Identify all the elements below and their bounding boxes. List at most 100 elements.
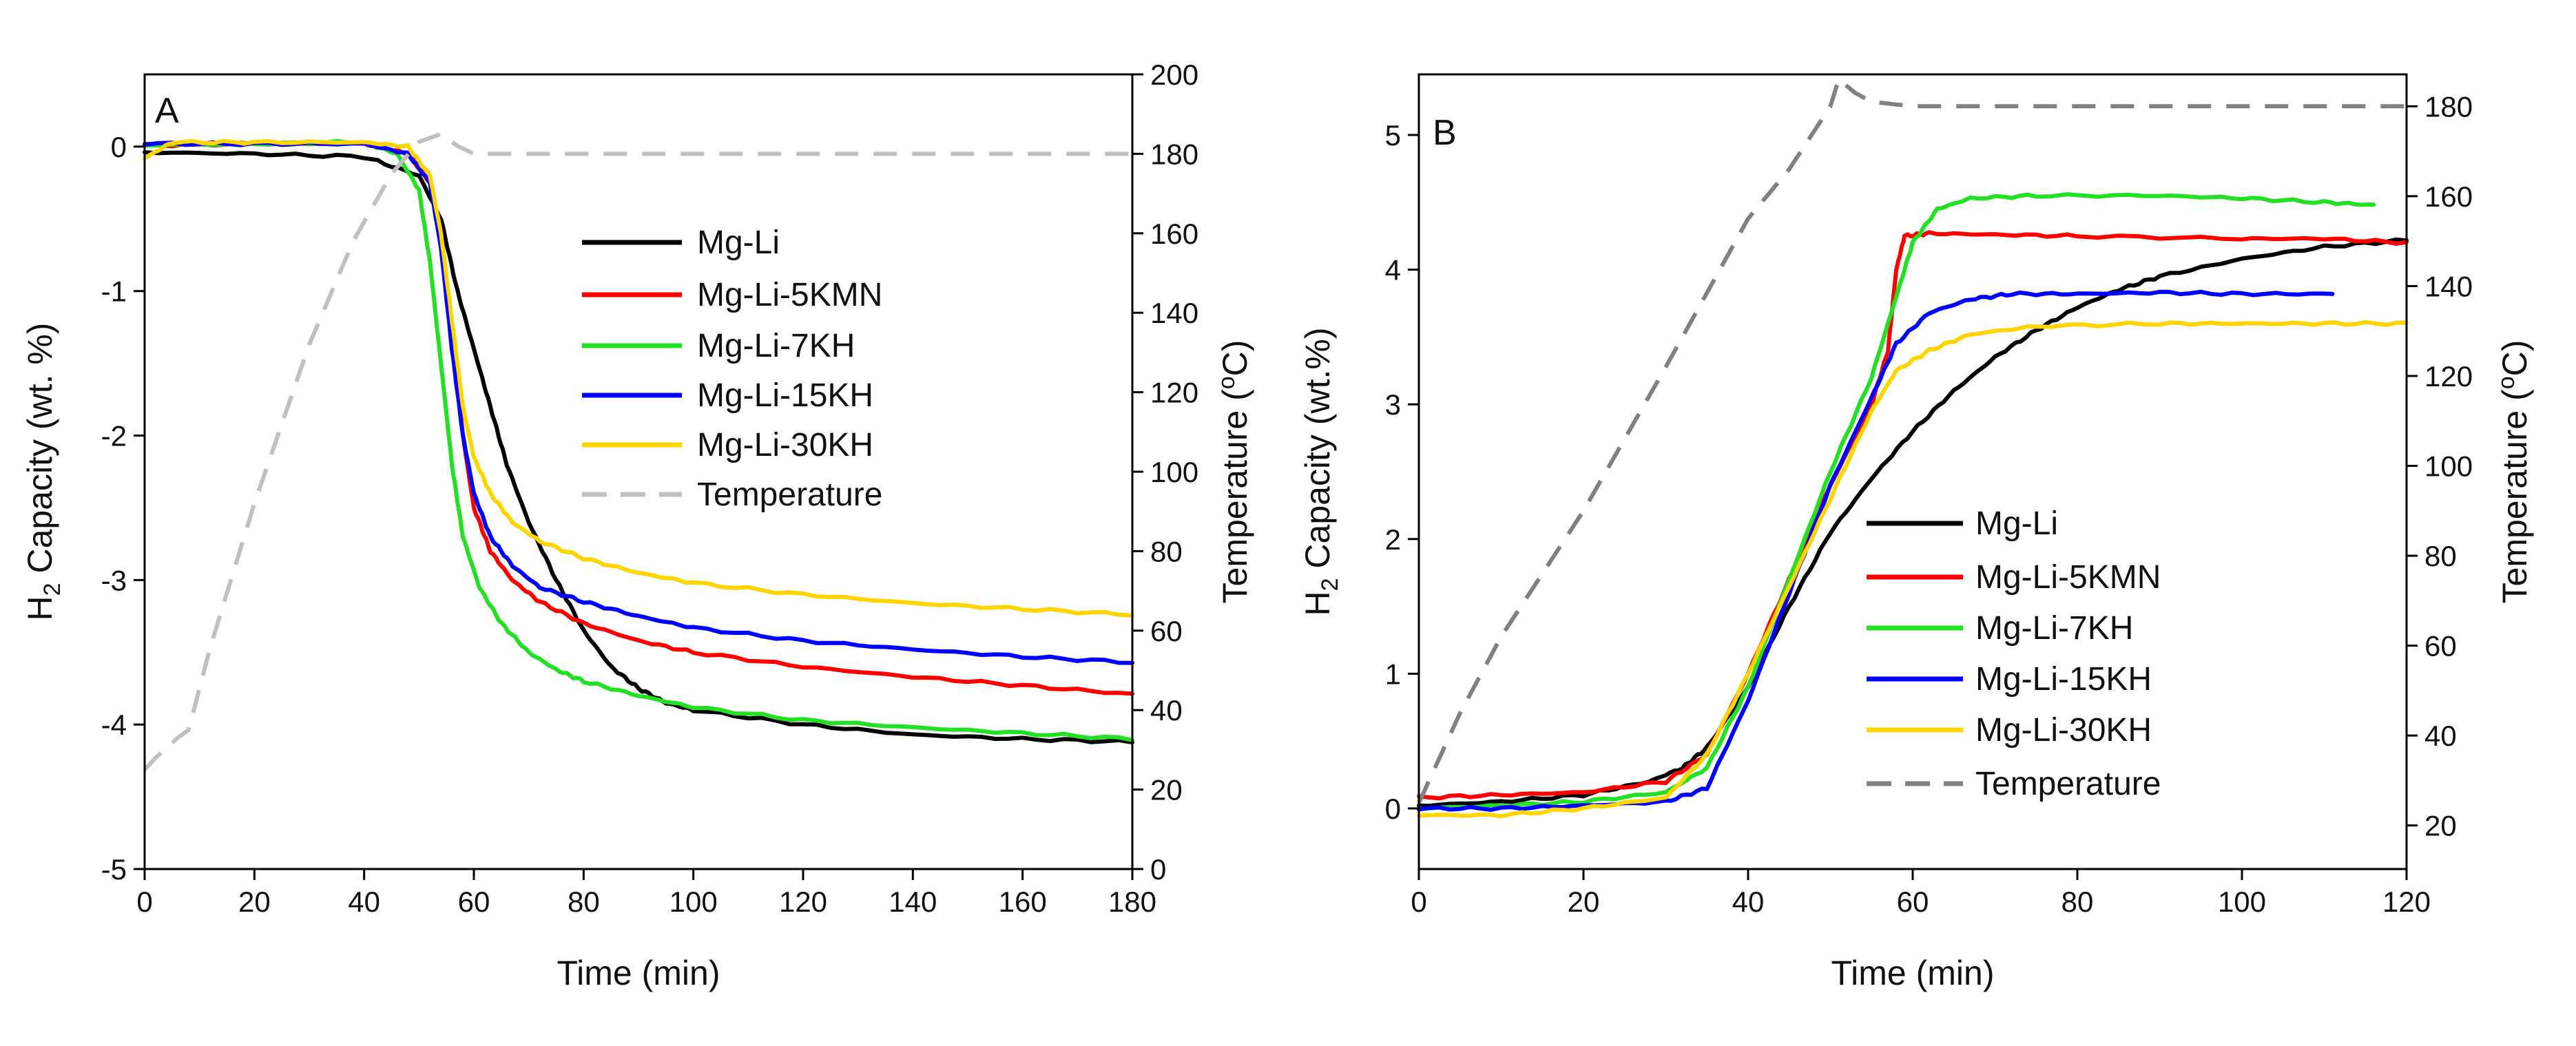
panel-b-ticks-group: 0 20 40 60 80 100 120 0 1 2 3 4 5 20 40 60 80 100 120 140 16… — [1385, 90, 2473, 918]
x-tick-label: 140 — [889, 886, 937, 918]
y2-tick-label: 120 — [2424, 360, 2473, 393]
legend-label: Mg-Li — [1975, 505, 2058, 542]
legend-entry-mg-li-5kmn: Mg-Li-5KMN — [1867, 559, 2161, 596]
y2-tick-label: 180 — [2424, 90, 2473, 123]
x-tick-label: 80 — [2061, 886, 2094, 918]
panel-a-x-title: Time (min) — [557, 954, 720, 992]
x-tick-label: 20 — [1568, 886, 1600, 918]
y-tick-label: 2 — [1385, 523, 1401, 556]
series-line-mg-li — [143, 150, 1134, 744]
y2-tick-label: 20 — [1150, 774, 1183, 806]
y2-tick-label: 60 — [2424, 630, 2457, 662]
series-line-mg-li-7kh — [143, 138, 1134, 742]
panel-a-letter: A — [155, 91, 179, 131]
x-tick-label: 180 — [1108, 886, 1156, 918]
y-tick-label: 5 — [1385, 119, 1401, 151]
legend-label: Mg-Li-15KH — [697, 377, 873, 414]
legend-label: Temperature — [697, 477, 882, 513]
x-tick-label: 80 — [568, 886, 600, 918]
series-line-mg-li-5kmn — [1417, 230, 2409, 801]
x-tick-label: 60 — [1897, 886, 1929, 918]
series-line-mg-li — [1417, 237, 2409, 808]
panel-b-legend: Mg-Li Mg-Li-5KMN Mg-Li-7KH Mg-Li-15KH Mg… — [1867, 505, 2161, 802]
panel-b-chart: B 0 20 40 60 80 100 120 0 1 2 3 4 5 20 40 60 80 100 120 140… — [1298, 73, 2534, 992]
y2-tick-label: 180 — [1150, 138, 1198, 170]
y-tick-label: -3 — [101, 564, 127, 596]
legend-entry-mg-li-30kh: Mg-Li-30KH — [1867, 712, 2152, 749]
legend-entry-mg-li-5kmn: Mg-Li-5KMN — [582, 277, 882, 313]
y2-tick-label: 20 — [2424, 810, 2457, 842]
panel-a-y-title: H2 Capacity (wt. %) — [21, 323, 65, 621]
series-line-mg-li-30kh — [1417, 320, 2409, 819]
panel-b-y-title: H2 Capacity (wt.%) — [1298, 328, 1343, 616]
panel-a-y2-title: Temperature (oC) — [1214, 340, 1254, 604]
y2-tick-label: 40 — [2424, 720, 2457, 752]
legend-label: Mg-Li-30KH — [697, 427, 873, 463]
y2-tick-label: 120 — [1150, 377, 1198, 409]
legend-entry-mg-li-15kh: Mg-Li-15KH — [1867, 661, 2152, 698]
y-tick-label: 0 — [111, 131, 127, 163]
y-tick-label: 1 — [1385, 658, 1401, 690]
x-tick-label: 100 — [669, 886, 718, 918]
legend-entry-temperature: Temperature — [582, 477, 882, 513]
x-tick-label: 120 — [779, 886, 827, 918]
panel-a-frame — [143, 73, 1134, 870]
y-tick-label: 4 — [1385, 254, 1401, 286]
panel-b-series-group — [1417, 77, 2409, 819]
x-tick-label: 0 — [136, 886, 152, 918]
y-tick-label: -5 — [101, 853, 127, 886]
panel-b-x-title: Time (min) — [1831, 954, 1994, 992]
y2-tick-label: 60 — [1150, 615, 1183, 647]
series-line-mg-li-5kmn — [143, 140, 1134, 696]
legend-label: Mg-Li-5KMN — [697, 277, 882, 313]
legend-entry-temperature: Temperature — [1867, 766, 2161, 802]
x-tick-label: 160 — [999, 886, 1047, 918]
x-tick-label: 40 — [1732, 886, 1765, 918]
x-tick-label: 40 — [348, 886, 380, 918]
panel-b-letter: B — [1433, 113, 1457, 153]
legend-entry-mg-li-15kh: Mg-Li-15KH — [582, 377, 873, 414]
legend-entry-mg-li-7kh: Mg-Li-7KH — [1867, 610, 2133, 647]
panel-a-ticks-group: 0 20 40 60 80 100 120 140 160 180 -5 -4 -3 -2 -1 0 0 20 40… — [101, 59, 1198, 918]
legend-label: Temperature — [1975, 766, 2161, 802]
y2-tick-label: 80 — [2424, 540, 2457, 572]
y-tick-label: 0 — [1385, 793, 1401, 825]
legend-label: Mg-Li-7KH — [1975, 610, 2133, 647]
legend-label: Mg-Li — [697, 224, 780, 261]
y2-tick-label: 140 — [2424, 270, 2473, 302]
y-tick-label: -1 — [101, 275, 127, 308]
y2-tick-label: 100 — [1150, 456, 1198, 488]
panel-a-legend: Mg-Li Mg-Li-5KMN Mg-Li-7KH Mg-Li-15KH Mg… — [582, 224, 882, 513]
legend-entry-mg-li-30kh: Mg-Li-30KH — [582, 427, 873, 463]
y2-tick-label: 160 — [1150, 218, 1198, 250]
series-line-temperature — [1417, 77, 2407, 804]
x-tick-label: 60 — [458, 886, 490, 918]
panel-b-frame — [1417, 73, 2408, 870]
x-tick-label: 120 — [2382, 886, 2431, 918]
y2-tick-label: 140 — [1150, 297, 1198, 329]
x-tick-label: 0 — [1411, 886, 1426, 918]
y2-tick-label: 80 — [1150, 535, 1183, 567]
y-tick-label: -2 — [101, 420, 127, 452]
series-line-mg-li-15kh — [143, 140, 1134, 665]
legend-label: Mg-Li-5KMN — [1975, 559, 2161, 596]
x-tick-label: 20 — [238, 886, 271, 918]
y2-tick-label: 40 — [1150, 694, 1183, 726]
legend-entry-mg-li: Mg-Li — [1867, 505, 2058, 542]
series-line-temperature — [143, 132, 1132, 771]
legend-entry-mg-li: Mg-Li — [582, 224, 780, 261]
y2-tick-label: 0 — [1150, 853, 1166, 886]
panel-b-y2-title: Temperature (oC) — [2493, 340, 2534, 604]
legend-label: Mg-Li-30KH — [1975, 712, 2152, 749]
legend-entry-mg-li-7kh: Mg-Li-7KH — [582, 328, 855, 364]
panel-a-series-group — [143, 132, 1134, 771]
y-tick-label: -4 — [101, 709, 127, 741]
y-tick-label: 3 — [1385, 388, 1401, 421]
legend-label: Mg-Li-15KH — [1975, 661, 2152, 698]
series-line-mg-li-30kh — [143, 138, 1134, 618]
y2-tick-label: 100 — [2424, 450, 2473, 483]
panel-a-chart: A 0 20 40 60 80 100 120 140 160 180 -5 -4 -3 -2 -1 0 0 20… — [21, 59, 1254, 992]
y2-tick-label: 200 — [1150, 59, 1198, 91]
x-tick-label: 100 — [2218, 886, 2266, 918]
